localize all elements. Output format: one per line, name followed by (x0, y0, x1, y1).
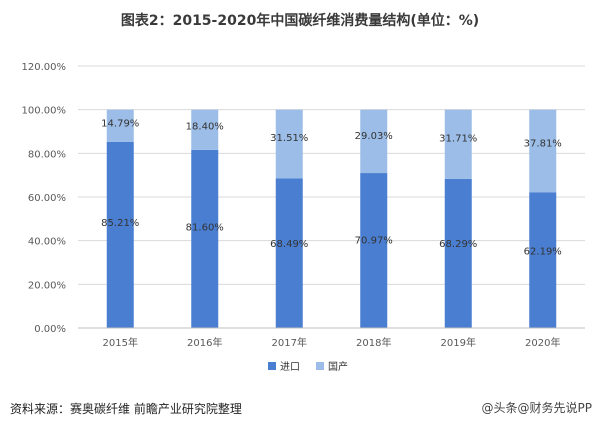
data-label: 81.60% (186, 222, 224, 233)
bar-import (275, 178, 303, 328)
legend-label: 进口 (280, 361, 300, 373)
y-tick-label: 120.00% (22, 62, 67, 73)
bar-domestic (275, 109, 303, 179)
x-tick-label: 2018年 (356, 336, 391, 349)
y-tick-label: 20.00% (28, 280, 66, 291)
data-labels: 85.21% 14.79% 81.60% 18.40% 68.49% 31.51% 70.9… (101, 119, 562, 258)
legend-label: 国产 (328, 360, 348, 373)
legend: 进口 国产 (268, 360, 348, 373)
bar-domestic (191, 109, 219, 150)
data-label: 85.21% (101, 218, 139, 229)
data-label: 14.79% (101, 119, 139, 130)
data-label: 68.29% (439, 239, 477, 250)
bar-import (106, 141, 134, 328)
bar-domestic (529, 109, 557, 193)
chart-panel: 85.21% 14.79% 81.60% 18.40% 68.49% 31.51% 70.9… (0, 42, 600, 388)
y-tick-label: 100.00% (22, 106, 67, 117)
data-label: 31.51% (270, 133, 308, 144)
bar-chart: 85.21% 14.79% 81.60% 18.40% 68.49% 31.51% 70.9… (22, 62, 585, 373)
gridlines (78, 65, 585, 285)
bar-import (444, 178, 472, 328)
bar-import (529, 192, 557, 328)
y-tick-label: 0.00% (34, 324, 66, 335)
y-tick-label: 60.00% (28, 193, 66, 204)
bar-import (191, 149, 219, 328)
bar-domestic (444, 109, 472, 179)
data-label: 68.49% (270, 239, 308, 250)
bar-domestic (360, 109, 388, 174)
data-label: 18.40% (186, 122, 224, 133)
data-label: 37.81% (524, 139, 562, 150)
x-tick-label: 2015年 (103, 336, 138, 349)
data-label: 29.03% (355, 131, 393, 142)
x-tick-label: 2019年 (441, 336, 476, 349)
watermark-text: @头条@财务先说PP (481, 401, 592, 415)
x-tick-label: 2020年 (525, 336, 560, 349)
axes: 0.00% 20.00% 40.00% 60.00% 80.00% 100.00% 120.… (22, 62, 585, 349)
data-label: 70.97% (355, 236, 393, 247)
y-tick-label: 80.00% (28, 149, 66, 160)
bar-domestic (106, 109, 134, 142)
x-tick-label: 2017年 (272, 336, 307, 349)
legend-swatch (268, 362, 276, 370)
source-note: 资料来源：赛奥碳纤维 前瞻产业研究院整理 (10, 402, 242, 416)
bars (106, 109, 557, 328)
data-label: 31.71% (439, 133, 477, 144)
x-tick-label: 2016年 (187, 336, 222, 349)
legend-swatch (316, 362, 324, 370)
data-label: 62.19% (524, 247, 562, 258)
y-tick-label: 40.00% (28, 237, 66, 248)
chart-title: 图表2：2015-2020年中国碳纤维消费量结构(单位：%) (120, 13, 480, 29)
bar-import (360, 173, 388, 328)
